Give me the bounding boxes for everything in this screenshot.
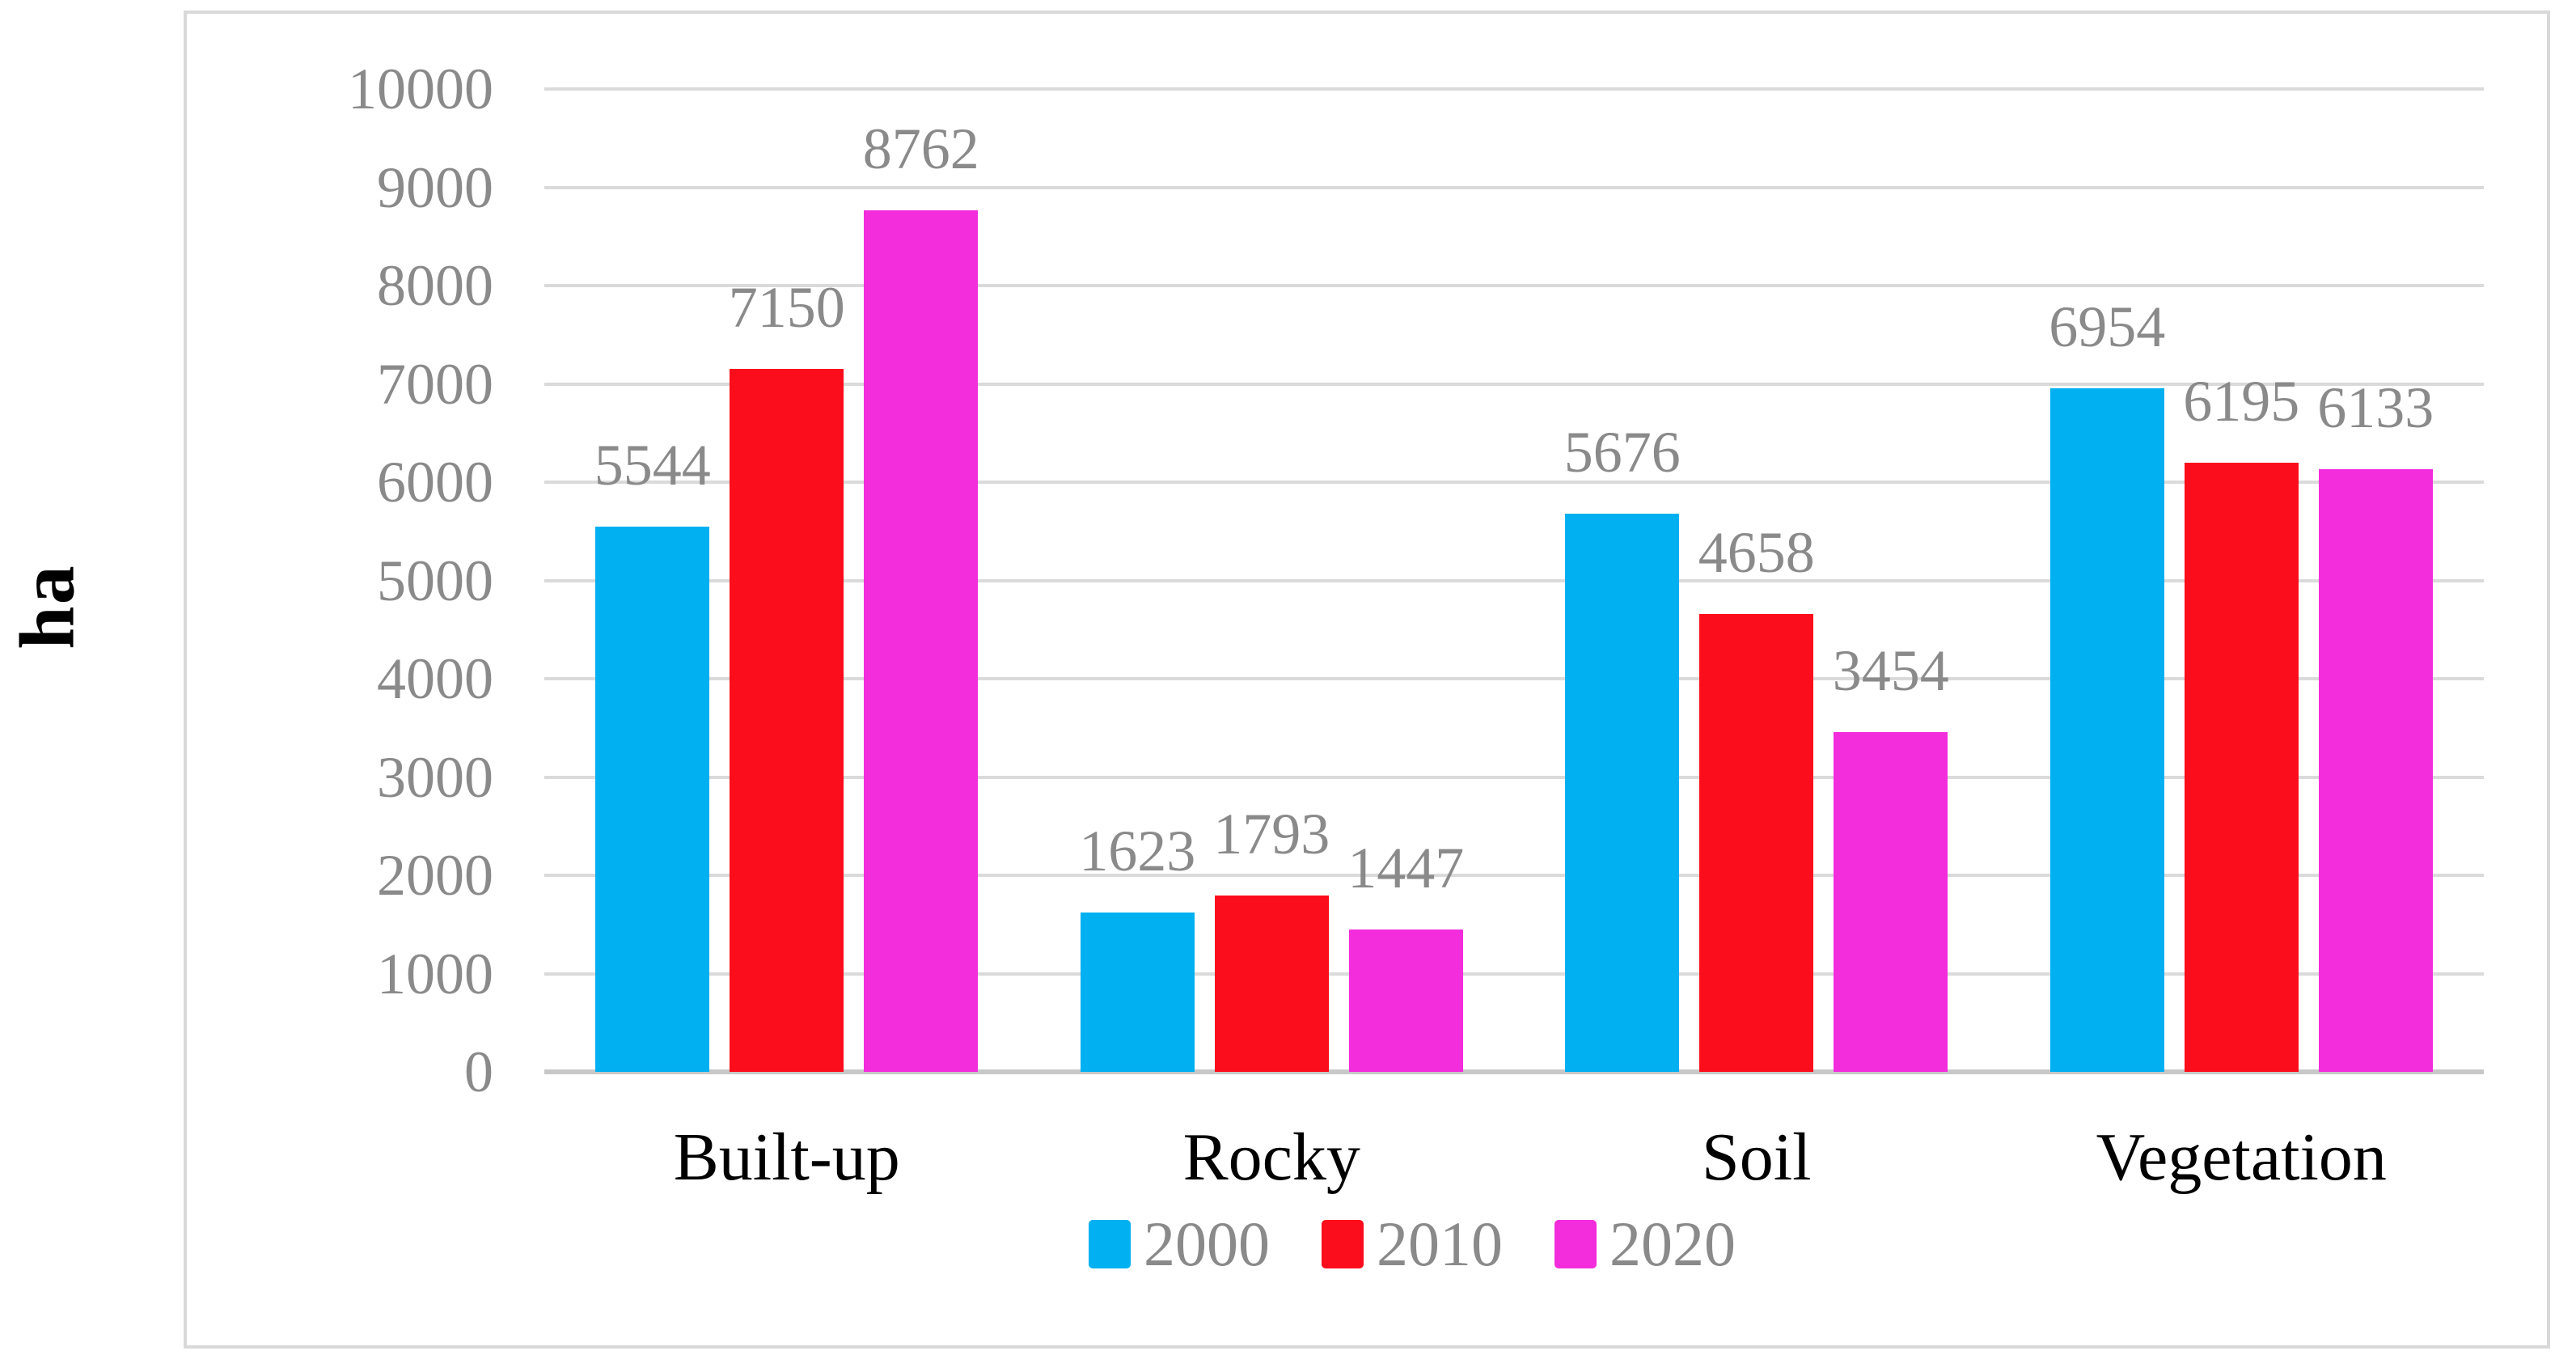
gridline-9000 [544, 185, 2484, 189]
data-label-2010-vegetation: 6195 [2183, 369, 2300, 434]
legend-swatch-2000 [1089, 1220, 1131, 1268]
bar-2020-vegetation [2318, 468, 2433, 1072]
bar-2010-vegetation [2184, 463, 2299, 1072]
legend-swatch-2010 [1322, 1220, 1364, 1268]
x-axis-line [544, 1069, 2484, 1074]
legend-item-2020: 2020 [1554, 1213, 1736, 1276]
bar-2000-soil [1565, 514, 1680, 1072]
legend-item-2000: 2000 [1089, 1213, 1270, 1276]
legend-label-2010: 2010 [1377, 1209, 1503, 1279]
bar-2000-vegetation [2049, 388, 2164, 1072]
gridline-5000 [544, 578, 2484, 582]
gridline-1000 [544, 972, 2484, 976]
legend-label-2020: 2020 [1609, 1209, 1736, 1279]
gridline-4000 [544, 677, 2484, 680]
x-axis-label-vegetation: Vegetation [2096, 1120, 2387, 1195]
x-axis-label-rocky: Rocky [1182, 1120, 1360, 1195]
data-label-2000-rocky: 1623 [1079, 818, 1196, 883]
legend-item-2010: 2010 [1322, 1213, 1503, 1276]
legend-label-2000: 2000 [1144, 1209, 1270, 1279]
y-tick-label-9000: 9000 [377, 155, 493, 220]
bar-2020-soil [1834, 732, 1948, 1072]
data-label-2000-soil: 5676 [1563, 420, 1681, 485]
data-label-2020-vegetation: 6133 [2317, 375, 2434, 440]
y-tick-label-5000: 5000 [377, 548, 493, 613]
gridline-7000 [544, 382, 2484, 386]
bar-2010-built-up [730, 369, 844, 1072]
y-tick-label-10000: 10000 [348, 57, 493, 121]
y-tick-label-7000: 7000 [377, 351, 493, 417]
gridline-6000 [544, 481, 2484, 484]
data-label-2000-vegetation: 6954 [2049, 294, 2166, 360]
y-tick-label-1000: 1000 [377, 941, 493, 1006]
x-axis-label-built-up: Built-up [673, 1120, 900, 1195]
bar-2010-soil [1699, 614, 1814, 1072]
y-tick-label-2000: 2000 [377, 843, 493, 908]
data-label-2000-built-up: 5544 [594, 433, 711, 498]
bar-2000-built-up [595, 527, 710, 1072]
y-tick-label-0: 0 [464, 1040, 493, 1104]
y-tick-label-8000: 8000 [377, 253, 493, 318]
legend-swatch-2020 [1554, 1220, 1597, 1268]
bar-2000-rocky [1080, 912, 1195, 1072]
y-tick-label-6000: 6000 [377, 450, 493, 514]
y-axis-title: ha [3, 564, 91, 650]
bar-2020-built-up [864, 210, 979, 1072]
data-label-2010-built-up: 7150 [728, 275, 845, 341]
data-label-2020-built-up: 8762 [862, 116, 979, 182]
x-axis-label-soil: Soil [1702, 1120, 1812, 1195]
gridline-2000 [544, 874, 2484, 877]
bar-2020-rocky [1348, 929, 1463, 1072]
gridline-8000 [544, 284, 2484, 287]
bar-2010-rocky [1214, 896, 1329, 1072]
legend: 2000 2010 2020 [442, 1212, 2382, 1277]
y-tick-label-3000: 3000 [377, 744, 493, 810]
gridline-10000 [544, 87, 2484, 91]
data-label-2010-rocky: 1793 [1213, 802, 1330, 867]
gridline-3000 [544, 775, 2484, 779]
y-tick-label-4000: 4000 [377, 646, 493, 711]
data-label-2020-soil: 3454 [1832, 638, 1949, 704]
data-label-2020-rocky: 1447 [1347, 836, 1465, 901]
data-label-2010-soil: 4658 [1698, 520, 1815, 586]
